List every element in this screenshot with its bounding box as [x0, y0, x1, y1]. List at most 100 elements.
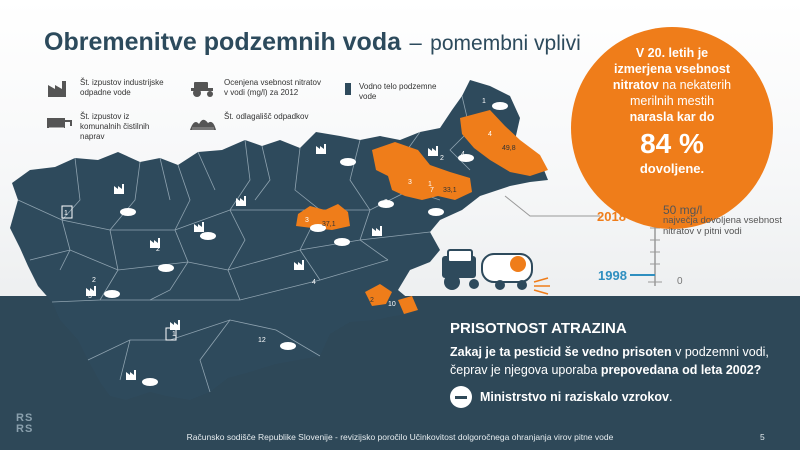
- map-label: 3: [408, 179, 412, 186]
- connector-line: [504, 195, 600, 217]
- callout-line-3a: nitratov: [612, 78, 659, 92]
- factory-icon: [236, 196, 246, 206]
- landfill-icon: [104, 290, 120, 298]
- year-2018-label: 2018: [597, 209, 626, 224]
- water-body-icon: [61, 205, 73, 219]
- limit-value: 50 mg/l: [663, 203, 703, 217]
- legend-industrial-label: Št. izpustov industrijske odpadne vode: [80, 78, 164, 97]
- page-number: 5: [760, 432, 765, 442]
- legend-municipal-label: Št. izpustov iz komunalnih čistilnih nap…: [80, 112, 150, 141]
- map-label: 1: [124, 210, 128, 217]
- minus-circle-icon: [450, 386, 472, 408]
- map-label: 6: [284, 343, 288, 350]
- map-label: 5: [296, 265, 300, 272]
- callout-line-3b: na nekaterih: [662, 78, 732, 92]
- landfill-icon: [492, 102, 508, 110]
- callout-line-4: merilnih mestih: [629, 94, 715, 108]
- scale-zero: 0: [677, 276, 683, 287]
- map-regions: [10, 80, 548, 400]
- map-label: 12: [258, 337, 266, 344]
- map-label: 1: [172, 331, 176, 338]
- atrazine-question: Zakaj je ta pesticid še vedno prisoten v…: [450, 343, 780, 379]
- map-label: 2: [440, 155, 444, 162]
- atrazine-title: PRISOTNOST ATRAZINA: [450, 320, 627, 337]
- atrazine-answer: Ministrstvo ni raziskalo vzrokov.: [450, 386, 672, 408]
- callout-line-2: izmerjena vsebnost: [613, 62, 730, 76]
- factory-icon: [428, 146, 438, 156]
- factory-icon: [194, 222, 204, 232]
- atrazine-question-bold: Zakaj je ta pesticid še vedno prisoten: [450, 345, 672, 359]
- factory-icon: [114, 184, 124, 194]
- legend-nitrate: Ocenjena vsebnost nitratov v vodi (mg/l)…: [188, 78, 338, 98]
- map-label: 4: [312, 279, 316, 286]
- factory-icon: [294, 260, 304, 270]
- landfill-icon: [158, 264, 174, 272]
- landfill-icon: [200, 232, 216, 240]
- landfill-icon: [190, 119, 216, 130]
- map-label: 10: [388, 301, 396, 308]
- page-title: Obremenitve podzemnih voda – pomembni vp…: [44, 28, 581, 57]
- landfill-icon: [280, 342, 296, 350]
- callout-percent: 84 %: [640, 128, 704, 159]
- title-subtitle: pomembni vplivi: [430, 32, 581, 55]
- tractor-icon: [191, 82, 213, 97]
- factory-icon: [48, 81, 66, 97]
- atrazine-answer-end: .: [668, 390, 673, 404]
- factory-icon: [86, 286, 96, 296]
- limit-description: največja dovoljena vsebnost nitratov v p…: [663, 215, 782, 237]
- footer-text: Računsko sodišče Republike Slovenije - r…: [186, 432, 614, 442]
- title-separator: –: [409, 30, 422, 55]
- title-main: Obremenitve podzemnih voda: [44, 28, 402, 56]
- logo-line-2: RS: [16, 423, 34, 435]
- callout-line-1: V 20. letih je: [635, 46, 709, 60]
- legend-landfill-label: Št. odlagališč odpadkov: [224, 112, 309, 121]
- rs-logo: RS RS: [16, 413, 33, 435]
- landfill-icon: [428, 208, 444, 216]
- map-label: 4: [461, 151, 465, 158]
- map-label: 1: [108, 292, 112, 299]
- landfill-icon: [458, 154, 474, 162]
- nitrate-callout: V 20. letih je izmerjena vsebnost nitrat…: [571, 27, 773, 229]
- year-1998-label: 1998: [598, 268, 627, 283]
- water-body-icon: [165, 327, 177, 341]
- factory-icon: [372, 226, 382, 236]
- water-body-icon: [345, 83, 351, 95]
- hazard-icon: [510, 256, 526, 272]
- map-label: 49,8: [502, 145, 516, 152]
- map-label: 3: [305, 217, 309, 224]
- legend-water-body-label: Vodno telo podzemne vode: [359, 82, 437, 101]
- map-label: 3: [384, 199, 388, 206]
- landfill-icon: [142, 378, 158, 386]
- legend-nitrate-label: Ocenjena vsebnost nitratov v vodi (mg/l)…: [224, 78, 321, 97]
- tractor-tank-illustration: [442, 249, 550, 295]
- map-label: 37,1: [322, 221, 336, 228]
- legend-water-body: Vodno telo podzemne vode: [343, 82, 463, 102]
- landfill-icon: [334, 238, 350, 246]
- callout-line-6: dovoljene.: [639, 161, 705, 176]
- map-label: 2: [92, 277, 96, 284]
- landfill-icon: [340, 158, 356, 166]
- landfill-icon: [378, 200, 394, 208]
- map-label: 3: [88, 293, 92, 300]
- map-label: 7: [430, 187, 434, 194]
- atrazine-question-bold2: prepovedana od leta 2002?: [600, 363, 762, 377]
- factory-icon: [316, 144, 326, 154]
- landfill-icon: [120, 208, 136, 216]
- treatment-plant-icon: [47, 118, 72, 129]
- map-label: 1: [64, 210, 68, 217]
- map-label: 1: [482, 98, 486, 105]
- logo-line-1: RS: [16, 412, 34, 424]
- map-numbers: 1 4 49,8 4 2 1 3 7 33,1 3 1 3 37,1 1 1 2…: [64, 98, 516, 350]
- legend-landfill: Št. odlagališč odpadkov: [188, 112, 338, 132]
- callout-line-5: narasla kar do: [629, 110, 715, 124]
- landfill-icon: [310, 224, 326, 232]
- map-label: 2: [370, 297, 374, 304]
- factory-icon: [150, 238, 160, 248]
- legend-industrial: Št. izpustov industrijske odpadne vode: [44, 78, 194, 98]
- atrazine-question-mid: v podzemni vodi, čeprav je njegova upora…: [450, 345, 769, 377]
- map-label: 2: [156, 246, 160, 253]
- legend-municipal: Št. izpustov iz komunalnih čistilnih nap…: [44, 112, 194, 142]
- nitrate-zones: [296, 110, 548, 314]
